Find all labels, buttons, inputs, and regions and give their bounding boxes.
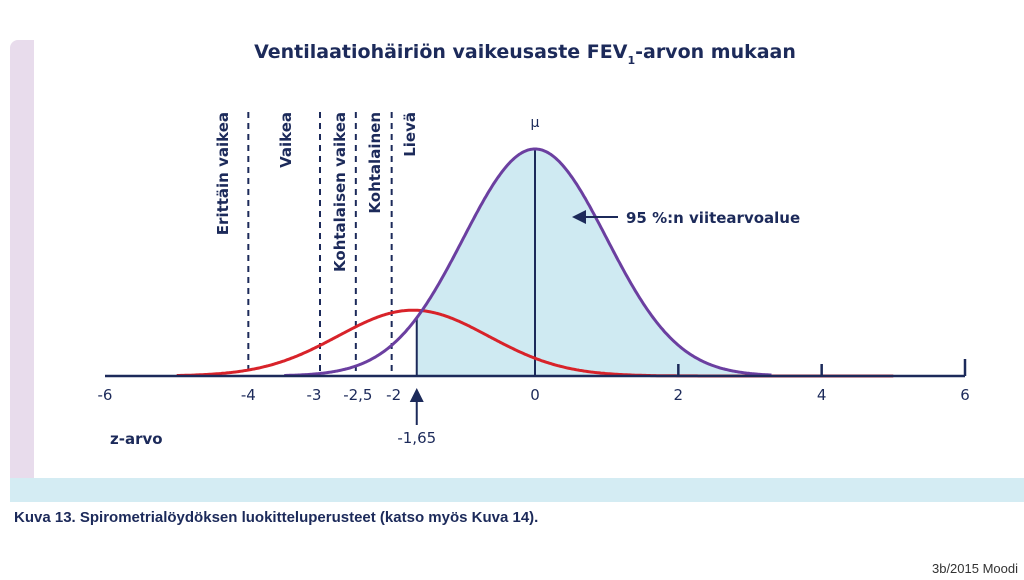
x-tick-label: -3 [307, 386, 322, 404]
severity-category-label: Kohtalainen [366, 112, 384, 214]
reference-range-area [416, 149, 772, 376]
decorative-frame-bottom [10, 478, 1024, 502]
lln-label: -1,65 [397, 429, 436, 447]
chart-title-main: Ventilaatiohäiriön vaikeusaste FEV [254, 41, 628, 63]
figure-caption: Kuva 13. Spirometrialöydöksen luokittelu… [14, 509, 539, 526]
x-tick-label: 4 [817, 386, 827, 404]
source-credit: 3b/2015 Moodi [931, 561, 1018, 576]
decorative-frame-left [10, 40, 34, 502]
reference-range-label: 95 %:n viitearvoalue [626, 209, 800, 227]
x-axis-label: z-arvo [110, 430, 163, 448]
plot-area: -6 -4 -3 -2,5 -2 0 2 4 6 μ Erittäin vaikea Vaikea Ko… [98, 112, 970, 447]
chart-title-end: -arvon mukaan [635, 41, 796, 63]
x-tick-label: -2,5 [343, 386, 372, 404]
x-tick-label: 6 [960, 386, 970, 404]
severity-category-label: Kohtalaisen vaikea [331, 112, 349, 272]
x-tick-label: -6 [98, 386, 113, 404]
x-tick-label: -4 [241, 386, 256, 404]
x-tick-label: 2 [674, 386, 684, 404]
severity-category-label: Lievä [401, 112, 419, 157]
chart: Ventilaatiohäiriön vaikeusaste FEV1-arvo… [98, 41, 970, 448]
mean-marker-label: μ [531, 115, 540, 131]
lln-arrowhead [409, 388, 424, 402]
chart-title-subscript: 1 [627, 54, 635, 67]
x-tick-label: 0 [530, 386, 540, 404]
series-curve-purple [284, 147, 772, 377]
x-tick-label: -2 [386, 386, 401, 404]
severity-category-label: Vaikea [277, 112, 295, 168]
reference-range-arrowhead [572, 210, 586, 224]
severity-category-label: Erittäin vaikea [214, 112, 232, 235]
chart-title: Ventilaatiohäiriön vaikeusaste FEV1-arvo… [254, 41, 796, 67]
